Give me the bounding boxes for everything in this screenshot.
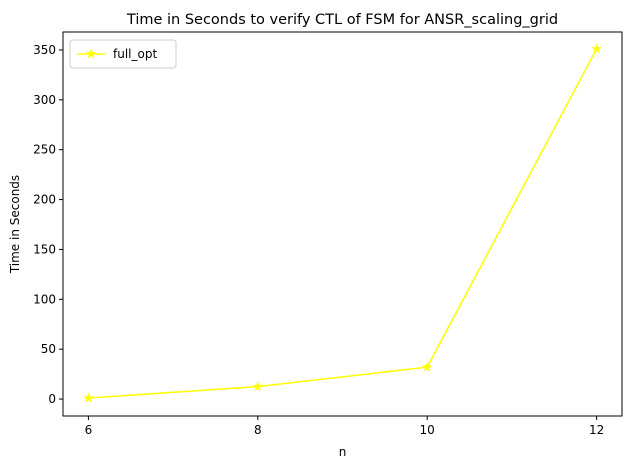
y-axis: 0 50 100 150 200 250 300 350 xyxy=(33,43,63,406)
y-axis-label: Time in Seconds xyxy=(8,175,22,274)
y-tick-label: 150 xyxy=(33,242,56,256)
data-point-star-marker xyxy=(83,392,94,403)
y-tick-label: 0 xyxy=(48,392,56,406)
data-point-star-marker xyxy=(252,381,263,391)
y-tick-label: 100 xyxy=(33,292,56,306)
x-tick-label: 8 xyxy=(254,423,262,437)
y-tick-label: 50 xyxy=(41,342,56,356)
x-axis-label: n xyxy=(339,445,347,459)
x-tick-label: 10 xyxy=(420,423,435,437)
plot-area xyxy=(83,43,602,403)
data-point-star-marker xyxy=(591,43,602,54)
y-tick-label: 350 xyxy=(33,43,56,57)
legend-star-marker xyxy=(85,48,97,59)
y-tick-label: 200 xyxy=(33,193,56,207)
series-line-full-opt xyxy=(88,48,598,399)
legend-box xyxy=(69,39,177,69)
x-axis: 6 8 10 12 xyxy=(85,416,604,437)
y-tick-label: 300 xyxy=(33,93,56,107)
legend: full_opt xyxy=(69,39,177,69)
chart-title: Time in Seconds to verify CTL of FSM for… xyxy=(126,12,558,28)
x-tick-label: 6 xyxy=(85,423,93,437)
data-point-star-marker xyxy=(422,361,433,372)
y-tick-label: 250 xyxy=(33,143,56,157)
x-tick-label: 12 xyxy=(589,423,604,437)
plot-frame xyxy=(62,31,623,417)
legend-label-full-opt: full_opt xyxy=(113,47,157,61)
